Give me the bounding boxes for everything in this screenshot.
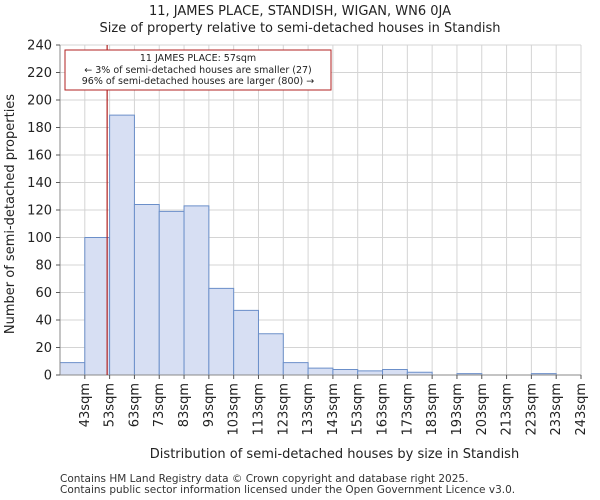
y-tick-label: 20 [35,341,52,356]
y-tick-label: 40 [35,314,52,329]
histogram-bar [332,369,359,376]
histogram-bar [307,367,334,376]
histogram-bar [59,362,86,376]
histogram-bar [357,370,384,376]
histogram-bar [257,333,284,376]
x-tick-label: 173sqm [400,383,415,436]
histogram-bar [382,369,408,376]
x-tick-label: 73sqm [152,383,167,427]
histogram-bar [158,210,185,376]
footer-licence: Contains public sector information licen… [60,484,516,496]
x-tick-label: 83sqm [177,383,192,427]
x-axis-label: Distribution of semi-detached houses by … [150,447,519,462]
y-axis-label: Number of semi-detached properties [3,94,18,334]
x-tick-label: 193sqm [450,383,465,436]
y-tick-label: 180 [27,121,52,136]
footer-copyright: Contains HM Land Registry data © Crown c… [60,473,469,485]
x-tick-label: 123sqm [276,383,291,436]
x-tick-label: 93sqm [202,383,217,427]
y-tick-label: 100 [27,231,52,246]
histogram-bar [183,205,210,376]
x-tick-label: 103sqm [227,383,242,436]
x-tick-label: 43sqm [78,383,93,427]
y-tick-label: 200 [27,94,52,109]
histogram-bar [133,204,160,376]
x-tick-label: 243sqm [574,383,589,436]
chart-title-line1: 11, JAMES PLACE, STANDISH, WIGAN, WN6 0J… [148,4,452,19]
y-tick-label: 0 [44,369,52,384]
x-tick-label: 183sqm [425,383,440,436]
x-tick-label: 133sqm [301,383,316,436]
x-tick-label: 163sqm [376,383,391,436]
annotation-box [64,49,332,91]
histogram-bar [208,287,235,376]
y-tick-label: 120 [27,204,52,219]
histogram-bar [109,114,135,376]
x-tick-label: 53sqm [103,383,118,427]
chart-title-line2: Size of property relative to semi-detach… [99,21,501,36]
y-tick-label: 140 [27,176,52,191]
x-tick-label: 233sqm [549,383,564,436]
annotation-line-3: 96% of semi-detached houses are larger (… [82,76,315,87]
histogram-bar [84,237,111,376]
x-tick-label: 213sqm [500,383,515,436]
y-tick-label: 80 [35,259,52,274]
y-tick-label: 60 [35,286,52,301]
annotation-line-2: ← 3% of semi-detached houses are smaller… [84,65,312,76]
x-tick-label: 153sqm [351,383,366,436]
histogram-bar [282,362,309,376]
x-tick-label: 223sqm [524,383,539,436]
y-tick-label: 160 [27,149,52,164]
x-tick-label: 63sqm [127,383,142,427]
annotation-line-1: 11 JAMES PLACE: 57sqm [140,53,256,64]
histogram-bar [233,309,259,376]
y-tick-label: 240 [27,39,52,54]
y-tick-label: 220 [27,66,52,81]
x-tick-label: 143sqm [326,383,341,436]
x-tick-label: 203sqm [475,383,490,436]
x-tick-label: 113sqm [251,383,266,436]
